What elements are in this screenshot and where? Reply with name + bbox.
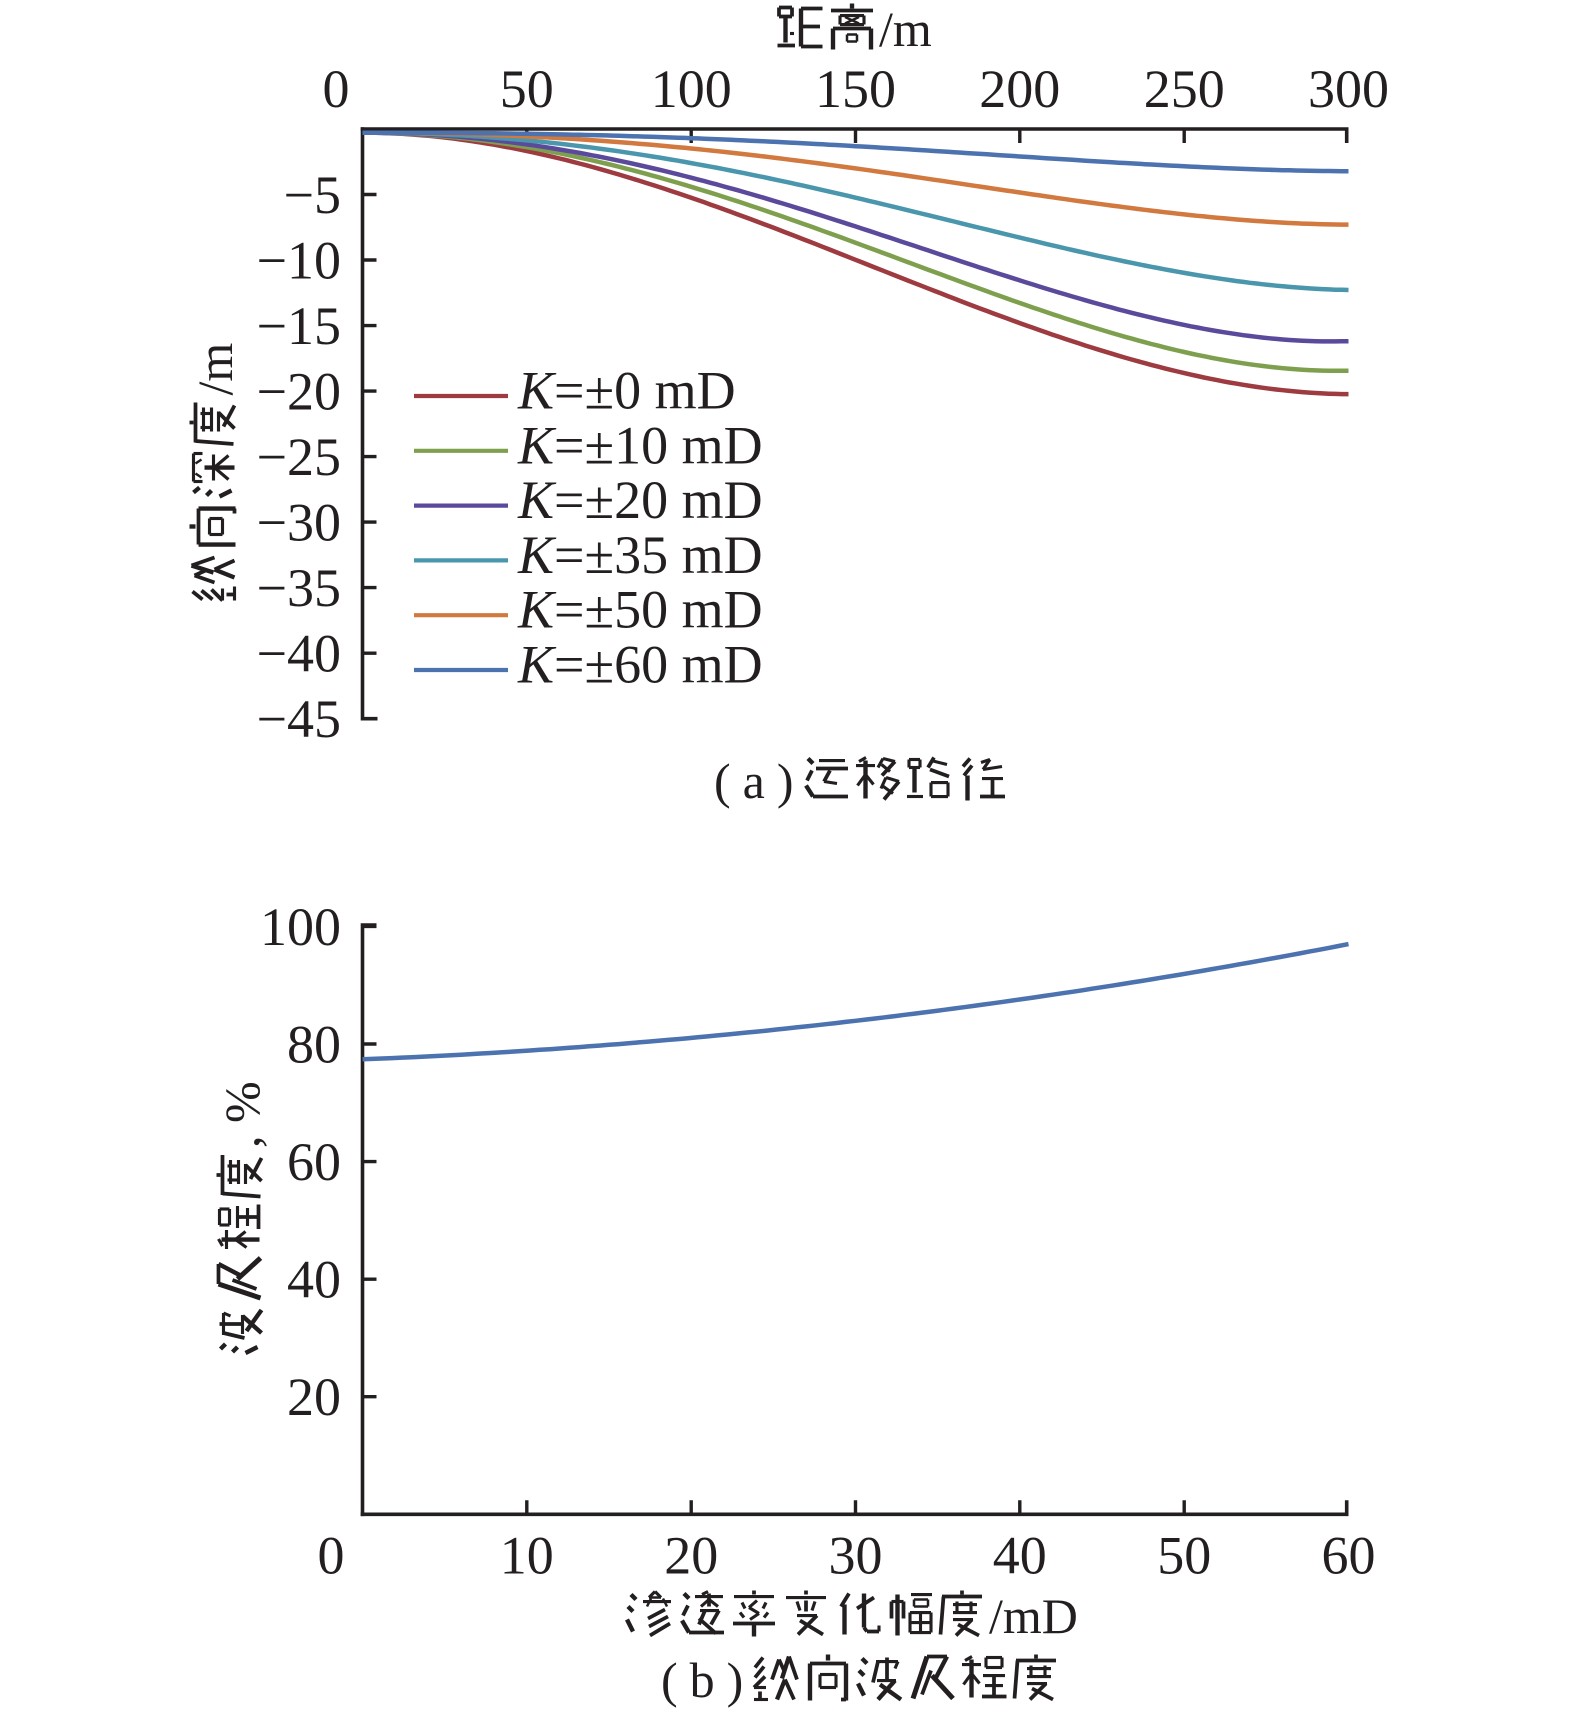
svg-text:100: 100 — [651, 59, 732, 119]
svg-text:−10: −10 — [257, 231, 341, 291]
svg-text:K=±60 mD: K=±60 mD — [517, 635, 763, 695]
svg-text:(b): (b) — [661, 1652, 755, 1708]
svg-text:−15: −15 — [257, 296, 341, 356]
svg-text:K=±35 mD: K=±35 mD — [517, 525, 763, 585]
svg-text:150: 150 — [815, 59, 896, 119]
svg-text:−35: −35 — [257, 558, 341, 618]
svg-text:80: 80 — [287, 1015, 341, 1075]
svg-text:−5: −5 — [284, 165, 341, 225]
svg-text:/mD: /mD — [989, 1588, 1078, 1644]
svg-text:30: 30 — [829, 1526, 883, 1586]
svg-text:60: 60 — [287, 1132, 341, 1192]
svg-text:20: 20 — [664, 1526, 718, 1586]
svg-text:/m: /m — [187, 343, 243, 396]
svg-text:, %: , % — [214, 1081, 270, 1148]
svg-text:K=±0 mD: K=±0 mD — [517, 361, 736, 421]
svg-text:60: 60 — [1322, 1526, 1376, 1586]
svg-text:K=±20 mD: K=±20 mD — [517, 470, 763, 530]
svg-text:/m: /m — [879, 1, 932, 57]
svg-text:−25: −25 — [257, 427, 341, 487]
svg-text:50: 50 — [500, 59, 554, 119]
svg-text:0: 0 — [318, 1526, 345, 1586]
svg-text:200: 200 — [979, 59, 1060, 119]
svg-text:0: 0 — [323, 59, 350, 119]
svg-text:K=±50 mD: K=±50 mD — [517, 580, 763, 640]
svg-text:(a): (a) — [714, 753, 806, 809]
svg-text:40: 40 — [287, 1250, 341, 1310]
svg-text:−20: −20 — [257, 362, 341, 422]
svg-text:K=±10 mD: K=±10 mD — [517, 415, 763, 475]
svg-text:100: 100 — [260, 897, 341, 957]
svg-text:−40: −40 — [257, 624, 341, 684]
svg-text:40: 40 — [993, 1526, 1047, 1586]
svg-text:10: 10 — [500, 1526, 554, 1586]
svg-text:−30: −30 — [257, 493, 341, 553]
svg-text:−45: −45 — [257, 689, 341, 749]
svg-text:250: 250 — [1144, 59, 1225, 119]
svg-text:300: 300 — [1308, 59, 1389, 119]
svg-text:50: 50 — [1157, 1526, 1211, 1586]
svg-text:20: 20 — [287, 1367, 341, 1427]
